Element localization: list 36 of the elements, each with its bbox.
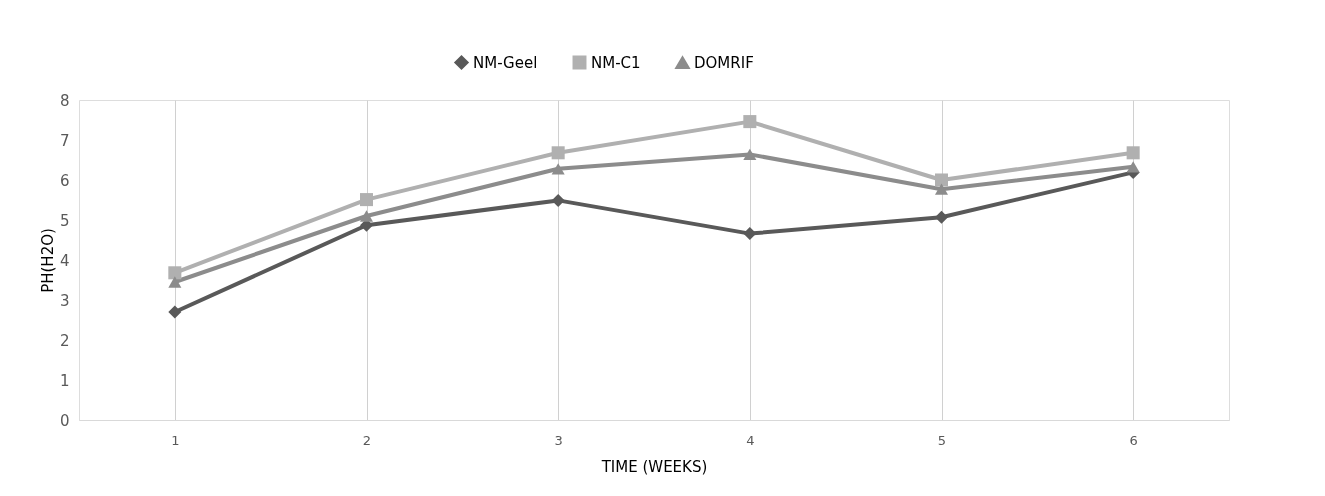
point [934,210,949,224]
legend-label: NM-C1 [591,53,641,72]
y-tick-label: 0 [59,411,70,430]
point [168,276,182,288]
legend-label: DOMRIF [694,53,754,72]
point [359,193,374,207]
point [934,183,949,195]
point [551,146,565,160]
point [1126,161,1140,173]
point [168,266,182,280]
point [551,193,565,207]
x-tick-label: 3 [554,432,563,448]
point [743,148,757,161]
x-tick-label: 6 [1129,432,1138,448]
y-tick-label: 6 [59,171,70,190]
y-tick-label: 7 [59,131,70,150]
point [551,163,565,175]
point [934,173,949,187]
y-tick-label: 1 [59,371,70,390]
point [1126,146,1140,160]
x-tick-label: 5 [937,432,947,448]
y-axis-title: PH(H2O) [38,228,57,293]
x-tick-label: 4 [746,432,755,448]
x-axis-title: TIME (WEEKS) [600,457,708,476]
y-tick-label: 8 [59,91,70,110]
y-tick-label: 5 [59,211,70,230]
y-tick-label: 3 [59,291,70,310]
point [168,305,182,319]
legend-label: NM-Geel [473,53,538,72]
point [743,115,757,129]
point [743,227,757,241]
x-tick-label: 2 [362,432,372,448]
y-tick-label: 2 [59,331,70,350]
x-tick-label: 1 [171,432,180,448]
y-tick-label: 4 [59,251,70,270]
point [359,210,374,222]
